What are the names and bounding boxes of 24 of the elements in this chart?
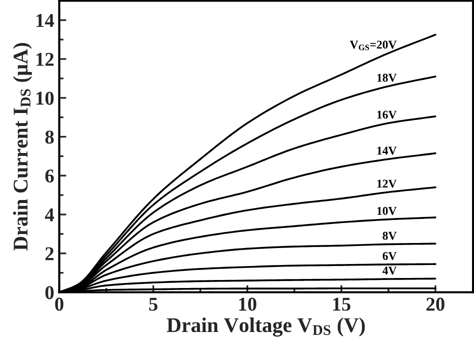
series-label: 12V — [377, 180, 397, 188]
series-label: 14V — [377, 146, 397, 155]
series-label: 10V — [377, 206, 397, 215]
y-tick-label: 6 — [45, 170, 54, 183]
x-tick-label: 0 — [55, 298, 64, 311]
y-tick-label: 14 — [36, 14, 54, 27]
series-label: 4V — [382, 266, 397, 275]
series-label: V$_{GS}$=20V — [350, 40, 397, 50]
x-axis-title: Drain Voltage V$_{DS}$ (V) — [166, 318, 365, 337]
x-tick-label: 10 — [239, 298, 256, 311]
y-tick-label: 2 — [45, 247, 54, 260]
series-label: 18V — [377, 74, 397, 82]
x-tick-label: 20 — [426, 298, 444, 311]
y-tick-label: 4 — [44, 208, 54, 222]
y-tick-label: 0 — [45, 286, 54, 300]
x-tick-label: 15 — [333, 298, 350, 311]
series-label: 16V — [377, 110, 397, 119]
series-label: 8V — [382, 232, 397, 240]
y-tick-label: 8 — [45, 130, 54, 144]
x-tick-label: 5 — [149, 298, 158, 311]
y-tick-label: 10 — [36, 92, 54, 105]
series-label: 6V — [382, 252, 397, 260]
y-tick-label: 12 — [36, 52, 54, 66]
y-axis-title: Drain Current I$_{DS}$ (μA) — [13, 43, 32, 250]
